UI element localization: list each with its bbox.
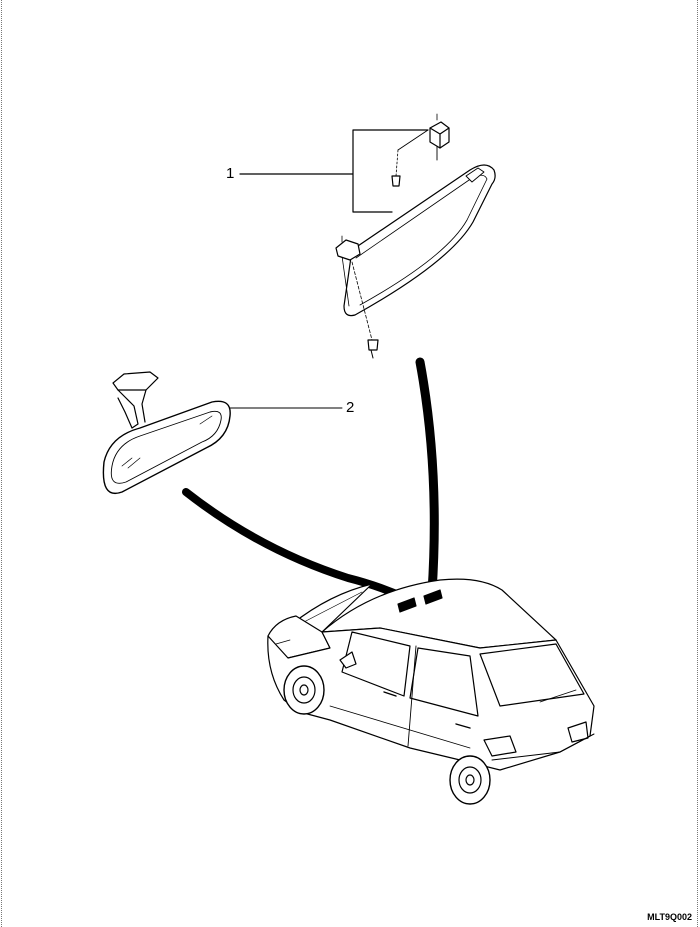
- location-arrows: [182, 357, 439, 604]
- visor-clip: [429, 113, 450, 149]
- left-border: [1, 0, 2, 927]
- front-wheel: [283, 665, 325, 715]
- sun-visor-group: [239, 113, 496, 359]
- figure-code: MLT9Q002: [647, 912, 692, 922]
- callout-1-label: 1: [226, 165, 235, 182]
- vehicle-illustration: [267, 578, 595, 805]
- clip-leader: [397, 129, 438, 161]
- right-border: [697, 0, 698, 927]
- callout-2-label: 2: [346, 399, 355, 416]
- arrow-visor-to-car: [415, 357, 439, 597]
- rearview-mirror-group: [102, 371, 343, 494]
- visor-location-mark: [397, 597, 417, 613]
- mirror-location-mark: [423, 589, 443, 605]
- sun-visor: [341, 164, 496, 317]
- mirror-glass: [102, 400, 231, 494]
- callout-1-bracket: [239, 129, 429, 213]
- rear-wheel: [449, 755, 491, 805]
- visor-pivot: [335, 235, 361, 261]
- mirror-mount: [112, 371, 159, 429]
- visor-screw-lower: [351, 261, 379, 359]
- visor-screw-upper: [391, 149, 401, 187]
- arrow-mirror-to-car: [182, 488, 414, 604]
